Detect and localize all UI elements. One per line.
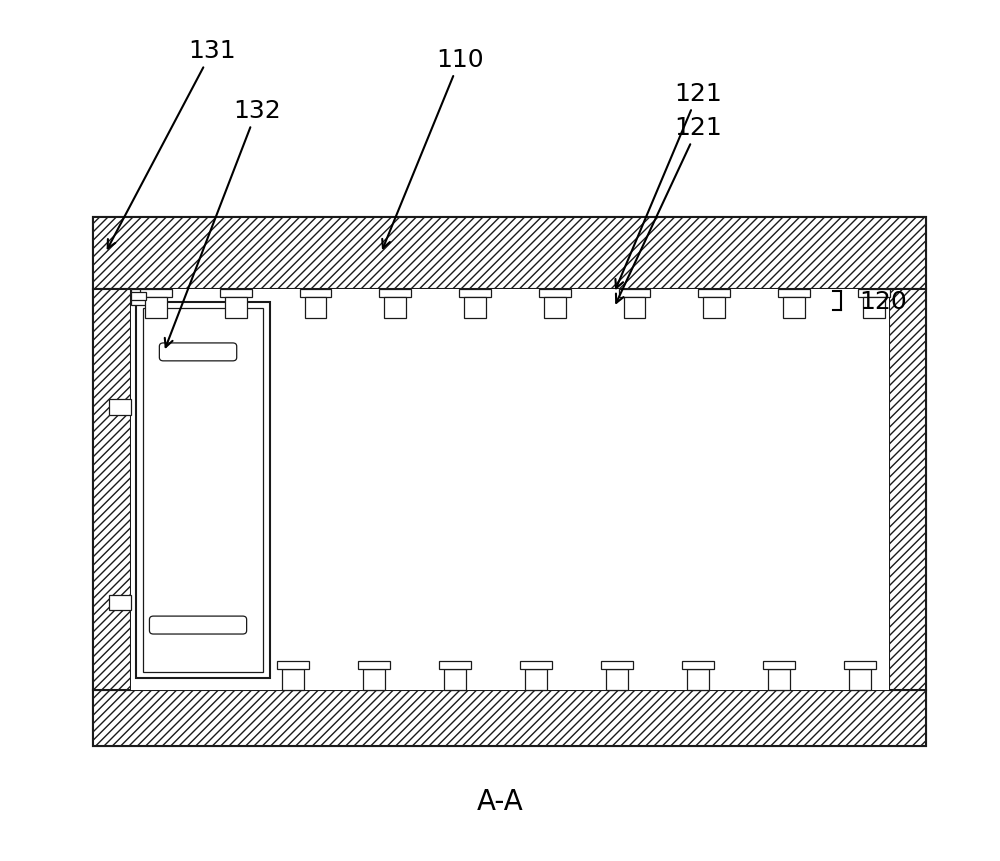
Bar: [109, 595, 131, 610]
Bar: [131, 290, 889, 691]
Text: 120: 120: [859, 289, 907, 313]
Text: 132: 132: [165, 99, 281, 348]
Text: 131: 131: [108, 39, 236, 249]
Bar: [93, 290, 131, 691]
FancyBboxPatch shape: [159, 344, 237, 362]
Bar: [849, 669, 871, 691]
Bar: [687, 669, 709, 691]
Bar: [358, 661, 390, 669]
Bar: [145, 298, 167, 319]
Bar: [131, 293, 146, 300]
Bar: [601, 661, 633, 669]
Bar: [698, 290, 730, 298]
Bar: [379, 290, 411, 298]
Bar: [525, 669, 547, 691]
Bar: [143, 308, 263, 672]
Bar: [300, 290, 331, 298]
Text: 121: 121: [615, 82, 722, 289]
Bar: [682, 661, 714, 669]
Text: 110: 110: [382, 47, 484, 249]
Bar: [136, 302, 270, 678]
Bar: [520, 661, 552, 669]
Bar: [539, 290, 571, 298]
Bar: [93, 217, 926, 290]
Bar: [624, 298, 645, 319]
Bar: [889, 290, 926, 691]
Bar: [225, 298, 247, 319]
Bar: [282, 669, 304, 691]
Bar: [863, 298, 885, 319]
Bar: [220, 290, 252, 298]
Bar: [93, 691, 926, 746]
Bar: [384, 298, 406, 319]
Bar: [464, 298, 486, 319]
Bar: [619, 290, 650, 298]
Bar: [140, 290, 172, 298]
Bar: [768, 669, 790, 691]
Bar: [459, 290, 491, 298]
Bar: [439, 661, 471, 669]
Bar: [606, 669, 628, 691]
Bar: [109, 400, 131, 415]
Bar: [844, 661, 876, 669]
Bar: [763, 661, 795, 669]
Bar: [544, 298, 566, 319]
Bar: [778, 290, 810, 298]
Bar: [277, 661, 309, 669]
FancyBboxPatch shape: [149, 616, 247, 635]
Bar: [858, 290, 890, 298]
Text: A-A: A-A: [477, 788, 523, 815]
Bar: [783, 298, 805, 319]
Bar: [131, 290, 156, 305]
Bar: [363, 669, 385, 691]
Bar: [93, 217, 926, 746]
Text: 121: 121: [616, 116, 722, 304]
Bar: [703, 298, 725, 319]
Bar: [444, 669, 466, 691]
Bar: [305, 298, 326, 319]
